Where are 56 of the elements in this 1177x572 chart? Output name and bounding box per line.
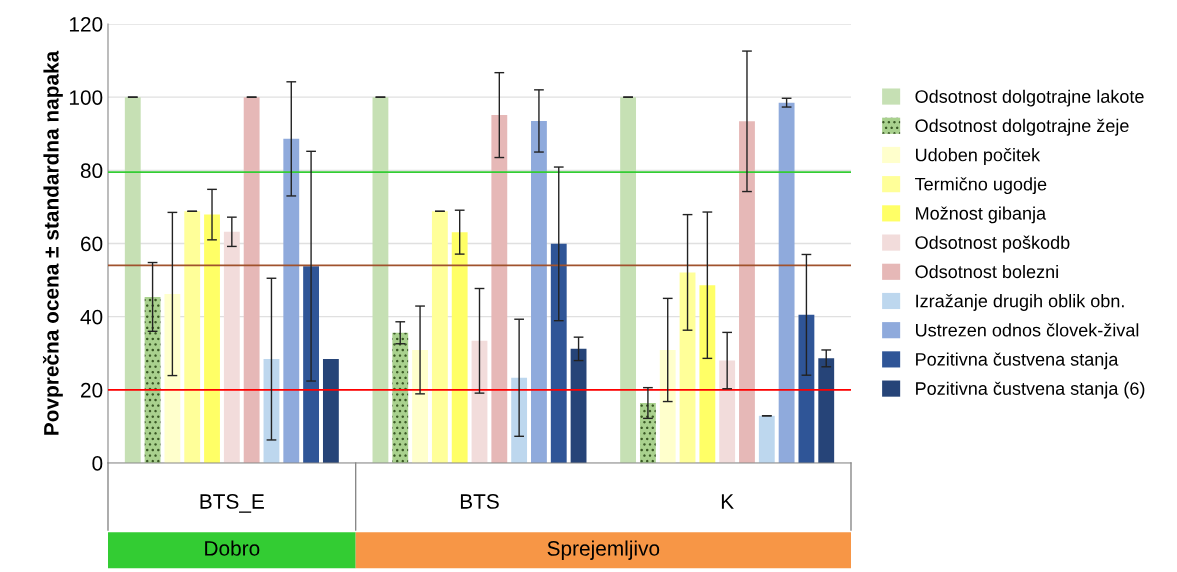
bar [303,266,320,463]
bar [570,348,587,463]
bar [144,296,161,463]
bar [739,121,755,463]
bar [392,332,409,463]
bar [223,231,240,463]
bar [778,102,795,463]
y-tick-label: 80 [80,163,103,179]
bar [431,211,448,463]
bar [531,120,547,463]
legend-label: Odsotnost dolgotrajne žeje [915,118,1129,136]
bar [412,349,428,463]
y-tick-label: 100 [69,90,103,105]
bar [124,97,141,463]
legend-label: Odsotnost poškodb [915,235,1070,253]
bar [451,232,468,463]
bar [758,415,775,463]
bar [243,97,260,463]
legend-label: Možnost gibanja [916,206,1047,224]
bar [263,359,280,463]
text: Dobro [205,540,260,556]
bar [204,214,220,463]
legend-label: Ustrezen odnos človek-žival [916,323,1139,337]
bar [164,293,181,463]
bar [550,243,567,463]
bar [283,138,300,463]
legend-label: Izražanje drugih oblik obn. [916,294,1124,311]
y-axis-title: Povprečna ocena ± standardna napaka [42,50,63,435]
bar [620,97,637,463]
bar [639,403,656,463]
bar [372,97,389,463]
y-tick-label: 40 [80,309,103,325]
y-tick-label: 20 [81,382,103,398]
x-tick-label: K [721,494,734,509]
legend-label: Odsotnost bolezni [915,264,1058,279]
text: Sprejemljivo [547,540,660,560]
bar [818,358,835,463]
bar [719,360,736,463]
legend-label: Termično ugodje [915,177,1047,195]
bar [699,285,716,463]
x-tick-label: BTS_E [200,494,264,513]
legend-label: Pozitivna čustvena stanja [916,352,1119,370]
bar [184,211,201,463]
x-tick-label: BTS [460,494,499,509]
y-tick-label: 60 [81,236,103,252]
legend-label: Pozitivna čustvena stanja (6) [916,381,1145,399]
bar [679,272,696,463]
y-tick-label: 0 [92,456,103,471]
bar [659,349,676,463]
y-tick-label: 120 [69,17,103,32]
bar [322,359,339,463]
bar [471,340,488,463]
bar [798,314,815,463]
legend-label: Udoben počitek [916,148,1041,165]
bar [491,115,508,463]
legend-label: Odsotnost dolgotrajne lakote [915,89,1144,107]
